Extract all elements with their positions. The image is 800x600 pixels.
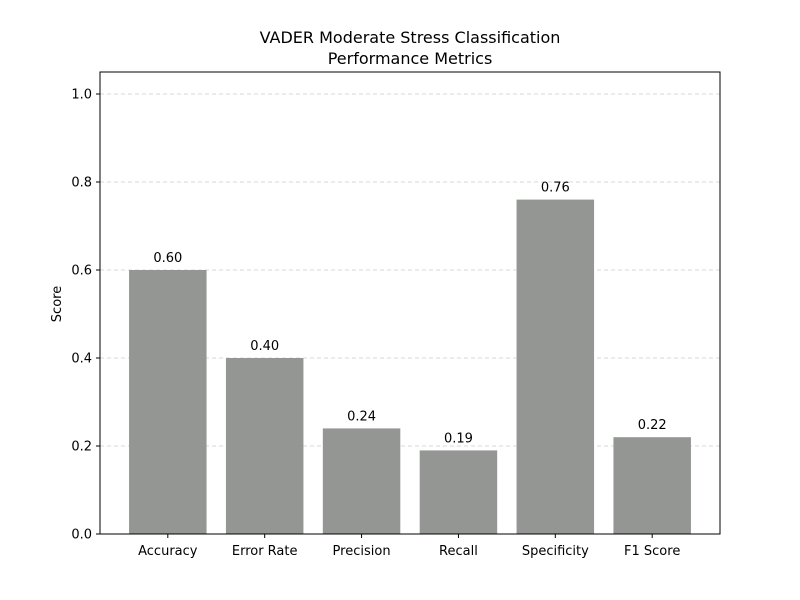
grid-lines [100, 93, 720, 447]
bar-value-label: 0.60 [153, 251, 182, 266]
bar-value-label: 0.76 [541, 181, 570, 196]
bars [129, 199, 691, 534]
bar-value-label: 0.19 [444, 431, 473, 446]
x-tick-label: Error Rate [232, 544, 298, 559]
bar-specificity [516, 199, 595, 534]
x-tick-label: F1 Score [624, 544, 680, 559]
plot-frame [99, 71, 721, 535]
chart-title-line-1: VADER Moderate Stress Classification [260, 28, 561, 47]
bar-error-rate [225, 358, 304, 534]
bar-recall [419, 450, 498, 534]
value-labels: 0.60 0.40 0.24 0.19 0.76 0.22 [153, 181, 666, 447]
y-tick-label: 0.4 [71, 352, 92, 367]
chart-title-line-2: Performance Metrics [328, 49, 493, 68]
x-tick-label: Precision [333, 544, 391, 559]
x-tick-label: Accuracy [138, 544, 198, 559]
bar-precision [322, 428, 401, 534]
x-tick-label: Specificity [522, 544, 589, 559]
bar-f1-score [613, 437, 691, 534]
bar-value-label: 0.24 [347, 409, 376, 424]
y-tick-label: 0.8 [71, 176, 92, 191]
y-tick-label: 0.0 [71, 528, 92, 543]
y-axis-label: Score [50, 286, 65, 322]
y-tick-label: 0.6 [71, 264, 92, 279]
axes: 0.0 0.2 0.4 0.6 0.8 1.0 Accuracy Error Rate Prec… [71, 71, 721, 559]
bar-value-label: 0.22 [638, 418, 667, 433]
y-tick-label: 0.2 [71, 440, 92, 455]
y-tick-label: 1.0 [71, 88, 92, 103]
bar-accuracy [129, 270, 207, 534]
bar-value-label: 0.40 [250, 339, 279, 354]
x-tick-label: Recall [439, 544, 478, 559]
